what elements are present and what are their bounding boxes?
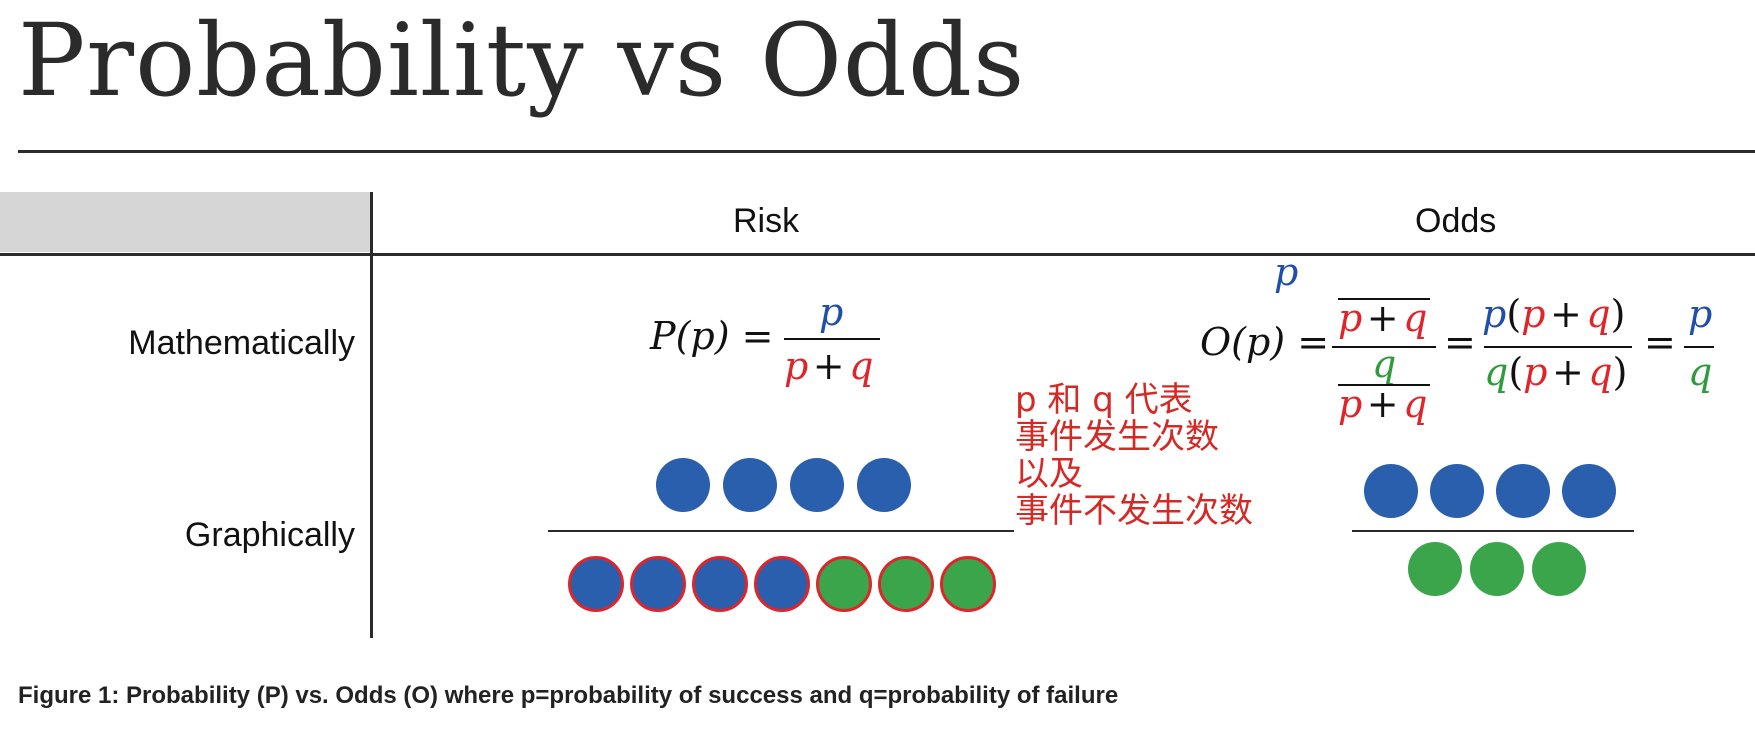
annotation-note: p 和 q 代表 事件发生次数 以及 事件不发生次数	[1015, 382, 1253, 530]
odds-inner-bar-top	[1338, 298, 1430, 300]
column-header-odds: Odds	[1415, 202, 1497, 240]
success-dot	[656, 458, 710, 512]
odds-inner2-numerator: q	[1372, 342, 1397, 386]
row-header-graphically: Graphically	[184, 516, 355, 554]
risk-formula-numerator: p	[819, 290, 844, 334]
row-header-divider	[370, 192, 373, 638]
annotation-line: 事件发生次数	[1015, 417, 1219, 457]
risk-graph-fraction-bar	[548, 530, 1014, 532]
success-dot	[630, 556, 686, 612]
odds-final-numerator: p	[1688, 292, 1713, 336]
success-dot	[568, 556, 624, 612]
odds-formula: O(p) = p p + q q p + q =	[1200, 250, 1720, 428]
odds-middle-numerator: p(p + q)	[1482, 292, 1626, 336]
odds-final-denominator: q	[1688, 350, 1713, 394]
failure-dot	[816, 556, 872, 612]
odds-inner-bar-bottom	[1338, 384, 1430, 386]
annotation-line: 以及	[1015, 454, 1083, 494]
annotation-line: 事件不发生次数	[1015, 491, 1253, 531]
failure-dot	[1470, 542, 1524, 596]
page-title: Probability vs Odds	[18, 2, 1026, 119]
figure-caption: Figure 1: Probability (P) vs. Odds (O) w…	[18, 682, 1119, 709]
column-header-risk: Risk	[733, 202, 800, 240]
risk-formula-lhs: P(p) =	[650, 314, 774, 358]
success-dot	[1496, 464, 1550, 518]
header-divider	[0, 253, 1755, 256]
success-dot	[790, 458, 844, 512]
annotation-line: p 和 q 代表	[1015, 380, 1193, 420]
success-dot	[1430, 464, 1484, 518]
success-dot	[857, 458, 911, 512]
odds-inner-numerator: p	[1274, 250, 1299, 294]
odds-equals-2: =	[1644, 320, 1676, 364]
table-corner-cell	[0, 192, 370, 252]
odds-formula-lhs: O(p) =	[1200, 320, 1330, 364]
odds-main-fraction-bar	[1332, 346, 1436, 348]
odds-inner2-denominator: p + q	[1338, 382, 1428, 426]
success-dot	[692, 556, 748, 612]
failure-dot	[940, 556, 996, 612]
success-dot	[1562, 464, 1616, 518]
odds-inner-denominator: p + q	[1338, 296, 1428, 340]
failure-dot	[1408, 542, 1462, 596]
odds-middle-denominator: q(p + q)	[1484, 350, 1628, 394]
title-divider	[18, 150, 1755, 153]
failure-dot	[1532, 542, 1586, 596]
odds-equals-1: =	[1444, 320, 1476, 364]
risk-formula-denominator: p + q	[784, 344, 874, 388]
success-dot	[723, 458, 777, 512]
row-header-mathematically: Mathematically	[128, 324, 355, 362]
odds-middle-fraction-bar	[1484, 346, 1632, 348]
success-dot	[754, 556, 810, 612]
risk-formula-fraction-bar	[784, 338, 880, 340]
success-dot	[1364, 464, 1418, 518]
odds-graph-fraction-bar	[1352, 530, 1634, 532]
odds-final-fraction-bar	[1684, 346, 1714, 348]
failure-dot	[878, 556, 934, 612]
